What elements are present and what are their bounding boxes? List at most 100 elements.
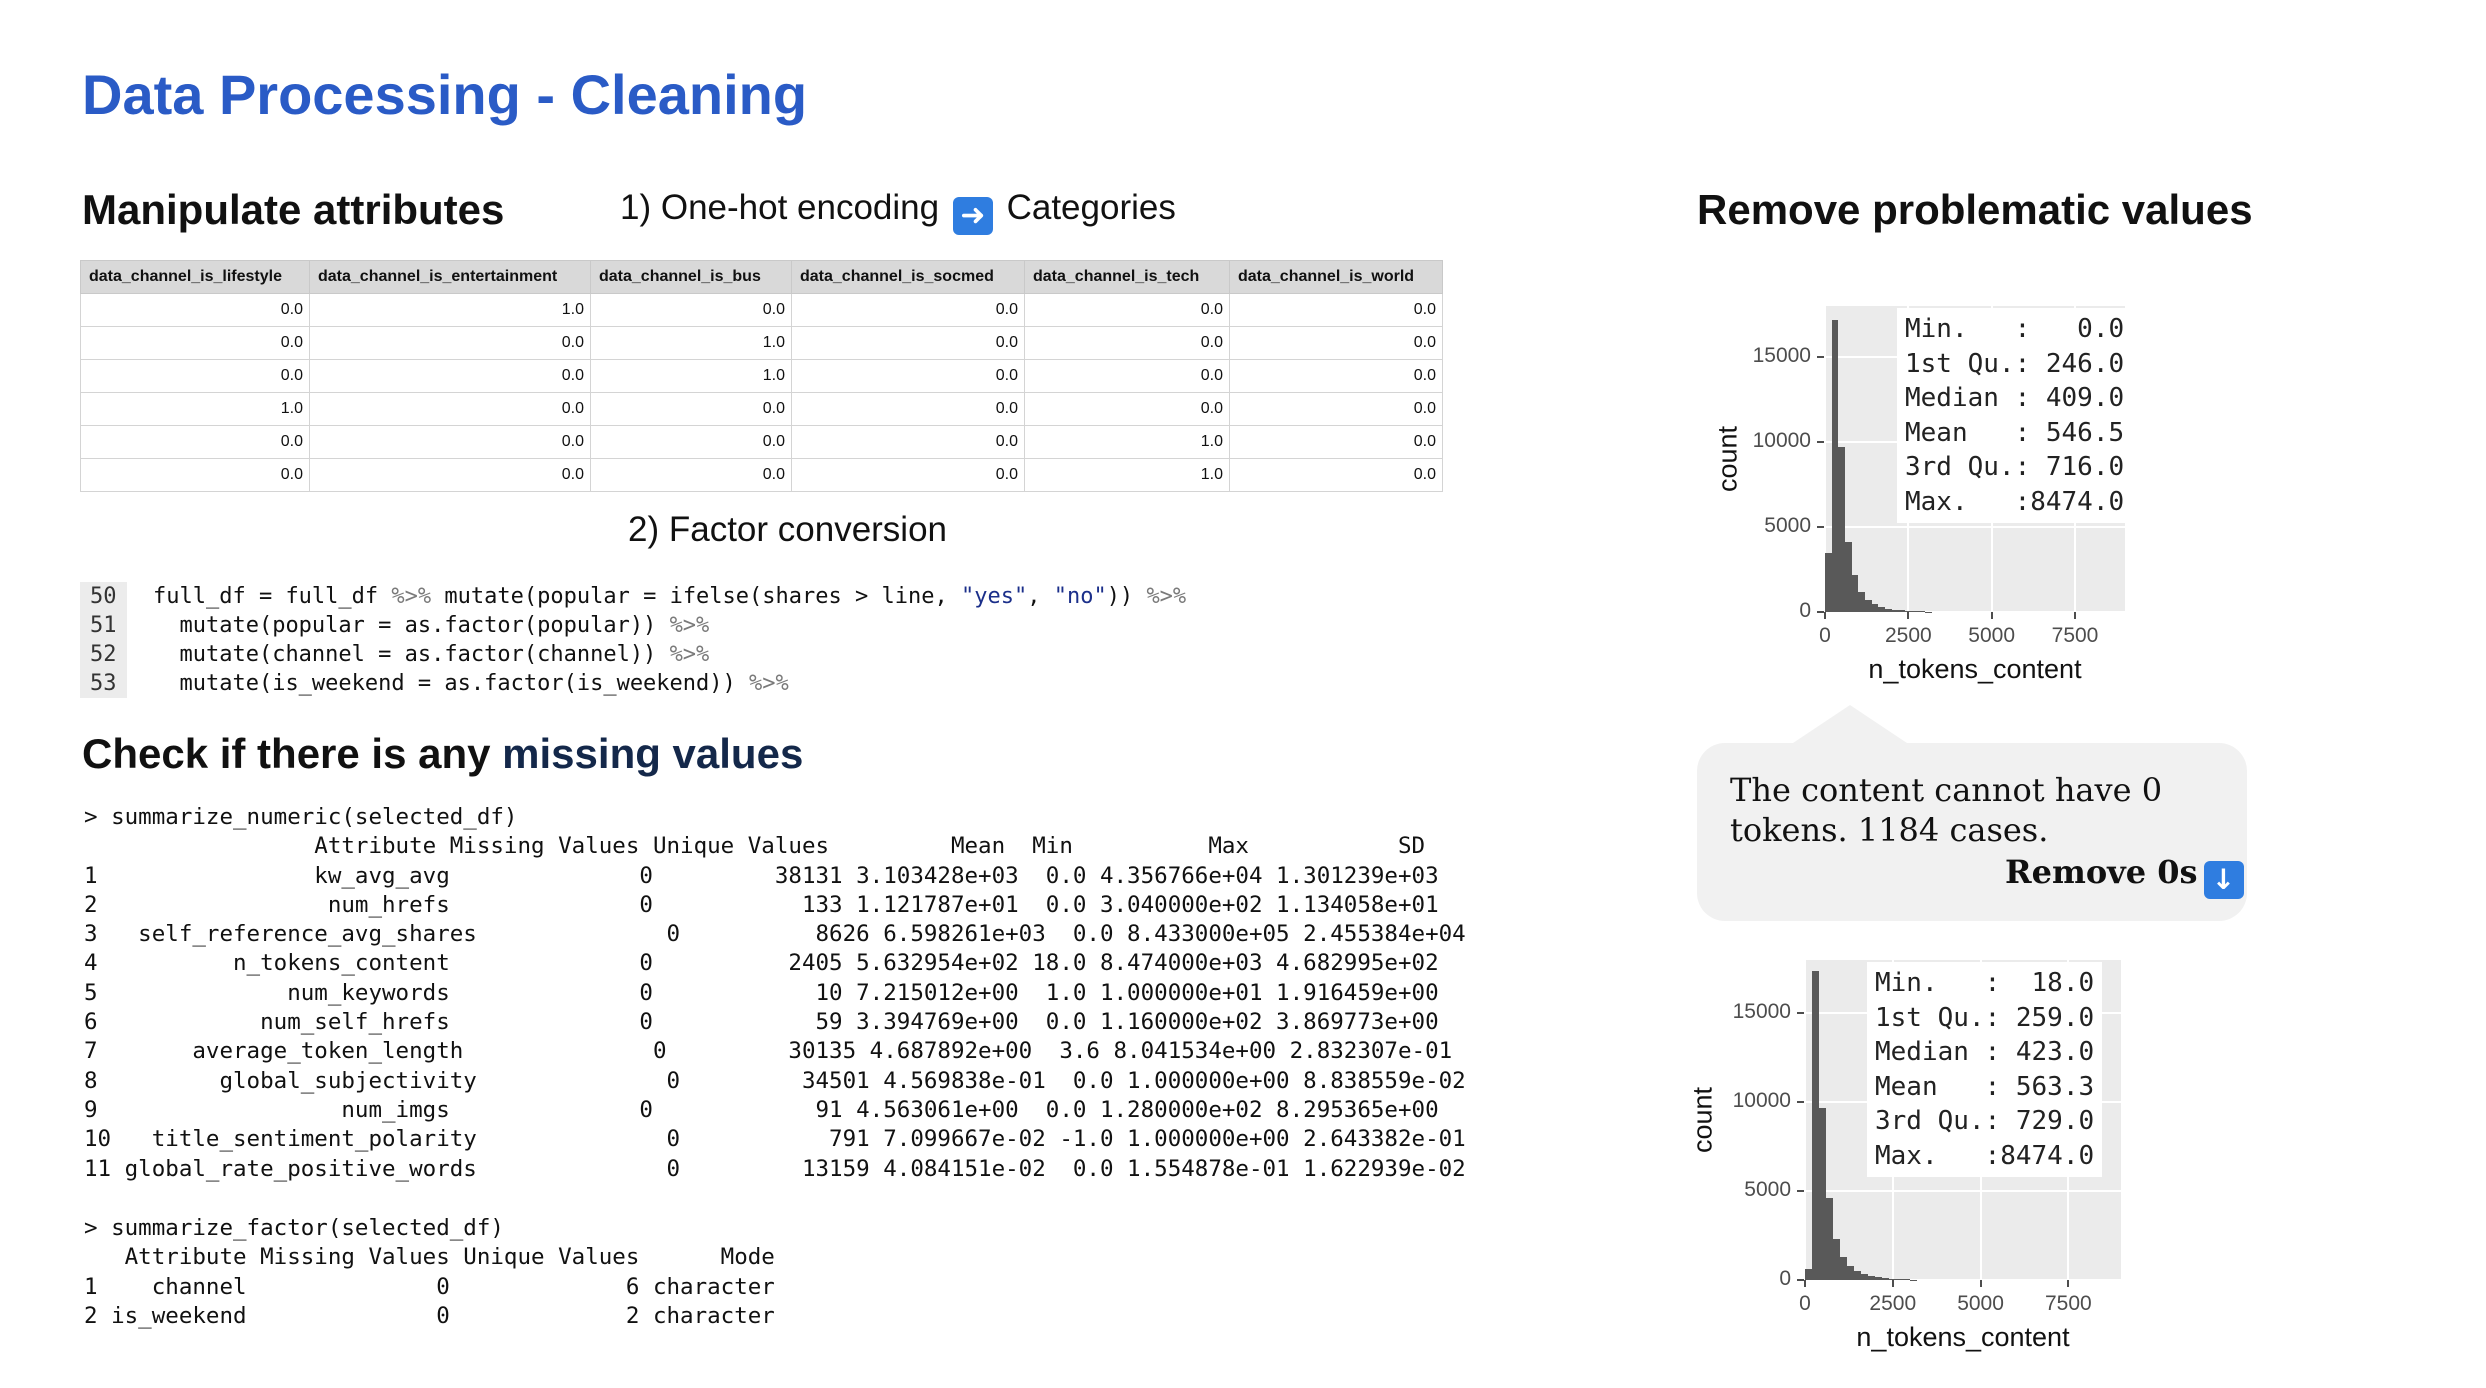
numeric-summary-row: 11 global_rate_positive_words 0 13159 4.… [84, 1155, 1466, 1182]
gridline [1805, 1190, 2121, 1193]
code-line: 52 mutate(channel = as.factor(channel)) … [80, 640, 1186, 669]
y-tick-label: 15000 [1752, 344, 1811, 367]
step1-text: 1) One-hot encoding [620, 188, 940, 227]
y-tick-mark [1817, 441, 1824, 443]
y-axis-label: count [1712, 425, 1743, 493]
y-tick-label: 5000 [1744, 1178, 1791, 1202]
y-tick-mark [1797, 1012, 1804, 1015]
histogram-bar [1885, 608, 1892, 612]
column-header: data_channel_is_tech [1024, 260, 1230, 294]
x-axis-label: n_tokens_content [1868, 654, 2082, 684]
summary-stats: Min. : 18.0 1st Qu.: 259.0 Median : 423.… [1867, 962, 2103, 1177]
x-tick-mark [1804, 1280, 1806, 1287]
table-cell: 0.0 [1024, 392, 1230, 426]
numeric-summary-row: 3 self_reference_avg_shares 0 8626 6.598… [84, 921, 1466, 948]
table-row: 0.0 0.0 0.0 0.0 1.0 0.0 [80, 458, 1443, 492]
table-cell: 0.0 [1229, 326, 1443, 360]
bubble-action: Remove 0s ↓ [2005, 853, 2244, 899]
table-cell: 0.0 [1229, 293, 1443, 327]
numeric-summary-row: 8 global_subjectivity 0 34501 4.569838e-… [84, 1067, 1466, 1094]
histogram-bar [1868, 1276, 1876, 1280]
gridline [1825, 611, 2125, 613]
histogram-bar [1918, 611, 1925, 612]
y-tick-mark [1797, 1279, 1804, 1281]
histogram-bar [1854, 1271, 1862, 1280]
numeric-summary-row: 9 num_imgs 0 91 4.563061e+00 0.0 1.28000… [84, 1096, 1439, 1123]
histogram-bar [1825, 552, 1832, 612]
table-cell: 0.0 [1229, 458, 1443, 492]
numeric-header: Attribute Missing Values Unique Values M… [84, 833, 1426, 860]
table-cell: 0.0 [791, 458, 1025, 492]
right-arrow-icon: ➜ [952, 197, 993, 235]
column-header: data_channel_is_lifestyle [80, 260, 310, 294]
table-cell: 0.0 [791, 392, 1025, 426]
table-cell: 0.0 [80, 359, 310, 393]
gridline [1825, 526, 2125, 528]
table-cell: 1.0 [80, 392, 310, 426]
code-text: mutate(channel = as.factor(channel)) %>% [126, 642, 710, 667]
y-tick-mark [1797, 1101, 1804, 1104]
x-tick-mark [1824, 612, 1826, 619]
y-tick-label: 5000 [1764, 514, 1811, 537]
x-tick-label: 2500 [1869, 1292, 1917, 1315]
table-row: 0.0 0.0 1.0 0.0 0.0 0.0 [80, 326, 1443, 360]
table-cell: 0.0 [1229, 392, 1443, 426]
line-number: 52 [80, 640, 127, 669]
onehot-table-wrap: data_channel_is_lifestyle data_channel_is… [80, 260, 1443, 492]
line-number: 51 [80, 611, 127, 640]
code-line: 50 full_df = full_df %>% mutate(popular … [80, 582, 1186, 611]
x-tick-label: 0 [1819, 624, 1831, 647]
histogram-bar [1805, 1269, 1813, 1280]
histogram-before: 0 5000 10000 15000 0 2500 5000 7500 n_tokens_con… [1710, 300, 2133, 690]
histogram-after: 0 5000 10000 15000 0 2500 5000 7500 n_tokens_con… [1683, 955, 2123, 1355]
y-tick-mark [1817, 356, 1824, 358]
table-cell: 0.0 [1229, 425, 1443, 459]
manipulate-heading: Manipulate attributes [82, 186, 505, 233]
histogram-bar [1845, 542, 1852, 612]
histogram-bar [1882, 1278, 1890, 1280]
x-tick-label: 5000 [1957, 1292, 2004, 1315]
histogram-bar [1831, 319, 1839, 612]
histogram-bar [1865, 600, 1872, 612]
numeric-summary-row: 7 average_token_length 0 30135 4.687892e… [84, 1038, 1453, 1065]
histogram-bar [1889, 1278, 1897, 1280]
table-cell: 0.0 [1024, 293, 1230, 327]
onehot-table: data_channel_is_lifestyle data_channel_is… [80, 260, 1443, 492]
y-axis-label: count [1687, 1086, 1718, 1154]
table-cell: 1.0 [309, 293, 591, 327]
histogram-bar [1891, 609, 1899, 612]
table-cell: 1.0 [590, 326, 792, 360]
y-tick-mark [1817, 526, 1824, 528]
factor-command: > summarize_factor(selected_df) [84, 1215, 504, 1241]
missing-heading-prefix: Check if there is any [82, 730, 503, 777]
code-block: 50 full_df = full_df %>% mutate(popular … [80, 582, 1186, 698]
gridline [1804, 960, 1806, 1280]
step2-label: 2) Factor conversion [628, 510, 948, 549]
x-tick-mark [1891, 1280, 1894, 1287]
table-cell: 0.0 [80, 293, 310, 327]
step1-suffix: Categories [1006, 188, 1176, 227]
x-tick-label: 5000 [1968, 624, 2016, 647]
column-header: data_channel_is_socmed [791, 260, 1025, 294]
page-title: Data Processing - Cleaning [82, 63, 808, 126]
x-tick-label: 2500 [1884, 624, 1932, 647]
down-arrow-icon: ↓ [2203, 861, 2244, 899]
bubble-tip [1790, 705, 1910, 745]
table-cell: 0.0 [791, 359, 1025, 393]
table-cell: 1.0 [1024, 458, 1230, 492]
histogram-bar [1819, 1107, 1827, 1280]
table-cell: 0.0 [80, 326, 310, 360]
histogram-bar [1851, 574, 1859, 612]
table-cell: 0.0 [791, 425, 1025, 459]
table-cell: 0.0 [309, 425, 591, 459]
code-line: 51 mutate(popular = as.factor(popular)) … [80, 611, 1186, 640]
numeric-summary-row: 6 num_self_hrefs 0 59 3.394769e+00 0.0 1… [84, 1009, 1439, 1036]
histogram-bar [1878, 606, 1885, 612]
table-cell: 0.0 [590, 392, 792, 426]
x-tick-mark [2067, 1280, 2070, 1287]
remove-heading: Remove problematic values [1697, 186, 2253, 233]
y-tick-label: 10000 [1732, 1089, 1791, 1113]
x-tick-mark [1907, 612, 1910, 619]
column-header: data_channel_is_bus [590, 260, 792, 294]
histogram-bar [1840, 1256, 1848, 1280]
